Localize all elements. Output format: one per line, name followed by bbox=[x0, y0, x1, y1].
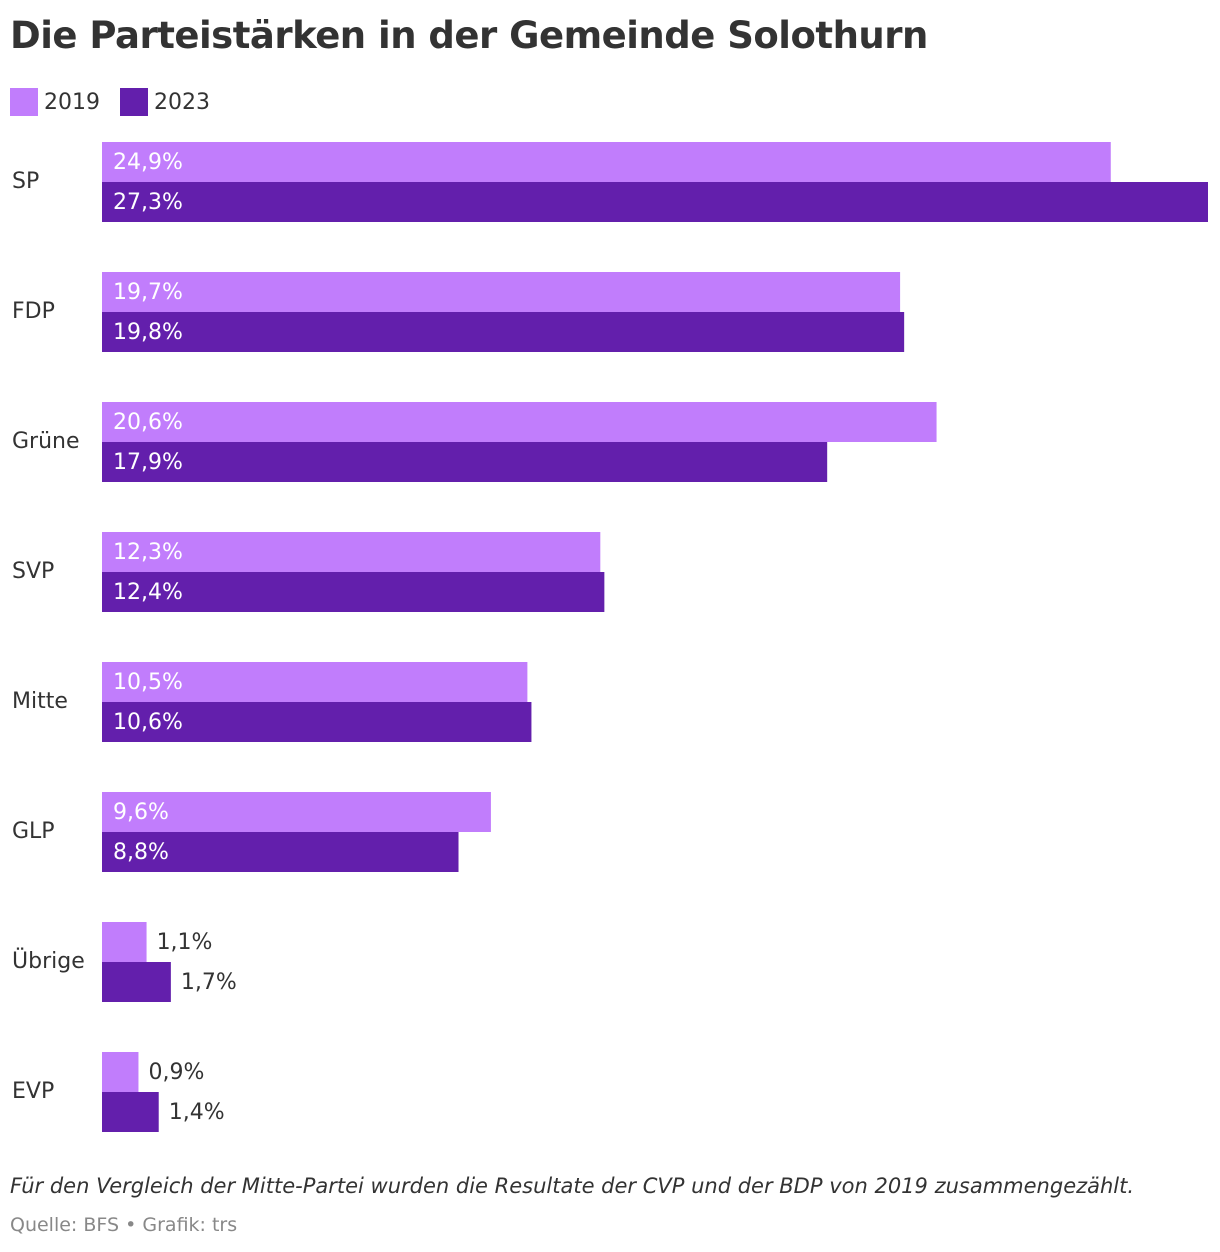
value-label-fdp-2023: 19,8% bbox=[113, 320, 183, 345]
bar-glp-2019 bbox=[102, 792, 491, 832]
bar-chart: SP 24,9% 27,3% FDP 19,7% 19,8% Grüne 20,6% 17,9%… bbox=[12, 142, 1208, 1132]
bar-fdp-2023 bbox=[102, 312, 905, 352]
value-label-sp-2019: 24,9% bbox=[113, 150, 183, 175]
source-line: Quelle: BFS • Grafik: trs bbox=[10, 1214, 237, 1236]
value-label-uebrige-2019: 1,1% bbox=[157, 930, 213, 955]
bar-svp-2023 bbox=[102, 572, 605, 612]
legend-swatch-2019 bbox=[10, 88, 38, 116]
category-label-fdp: FDP bbox=[12, 299, 55, 324]
legend: 2019 2023 bbox=[10, 88, 230, 116]
value-label-evp-2023: 1,4% bbox=[169, 1100, 225, 1125]
footnote: Für den Vergleich der Mitte-Partei wurde… bbox=[10, 1174, 1135, 1198]
legend-label-2023: 2023 bbox=[154, 89, 210, 115]
category-label-gruene: Grüne bbox=[12, 429, 80, 454]
value-label-glp-2023: 8,8% bbox=[113, 840, 169, 865]
value-label-fdp-2019: 19,7% bbox=[113, 280, 183, 305]
bar-uebrige-2019 bbox=[102, 922, 147, 962]
bar-mitte-2023 bbox=[102, 702, 532, 742]
value-label-glp-2019: 9,6% bbox=[113, 800, 169, 825]
value-label-mitte-2019: 10,5% bbox=[113, 670, 183, 695]
legend-label-2019: 2019 bbox=[44, 89, 100, 115]
value-label-uebrige-2023: 1,7% bbox=[181, 970, 237, 995]
bar-svp-2019 bbox=[102, 532, 601, 572]
legend-swatch-2023 bbox=[120, 88, 148, 116]
value-label-svp-2019: 12,3% bbox=[113, 540, 183, 565]
bar-evp-2023 bbox=[102, 1092, 159, 1132]
bar-fdp-2019 bbox=[102, 272, 901, 312]
value-label-gruene-2019: 20,6% bbox=[113, 410, 183, 435]
bar-sp-2023 bbox=[102, 182, 1208, 222]
bar-gruene-2023 bbox=[102, 442, 828, 482]
value-label-mitte-2023: 10,6% bbox=[113, 710, 183, 735]
value-label-evp-2019: 0,9% bbox=[148, 1060, 204, 1085]
category-label-evp: EVP bbox=[12, 1079, 54, 1104]
value-label-gruene-2023: 17,9% bbox=[113, 450, 183, 475]
bar-gruene-2019 bbox=[102, 402, 937, 442]
chart-title: Die Parteistärken in der Gemeinde Soloth… bbox=[10, 14, 928, 57]
source-text: Quelle: BFS bbox=[10, 1214, 120, 1236]
value-label-sp-2023: 27,3% bbox=[113, 190, 183, 215]
category-label-mitte: Mitte bbox=[12, 689, 68, 714]
category-label-sp: SP bbox=[12, 169, 39, 194]
category-label-uebrige: Übrige bbox=[12, 948, 85, 974]
category-label-glp: GLP bbox=[12, 819, 55, 844]
value-label-svp-2023: 12,4% bbox=[113, 580, 183, 605]
source-separator: • bbox=[125, 1214, 137, 1236]
legend-item-2019: 2019 bbox=[10, 88, 100, 116]
credit-text: Grafik: trs bbox=[142, 1214, 238, 1236]
legend-item-2023: 2023 bbox=[120, 88, 210, 116]
bar-evp-2019 bbox=[102, 1052, 139, 1092]
bar-uebrige-2023 bbox=[102, 962, 171, 1002]
bar-glp-2023 bbox=[102, 832, 459, 872]
bar-sp-2019 bbox=[102, 142, 1111, 182]
category-label-svp: SVP bbox=[12, 559, 54, 584]
bar-mitte-2019 bbox=[102, 662, 528, 702]
